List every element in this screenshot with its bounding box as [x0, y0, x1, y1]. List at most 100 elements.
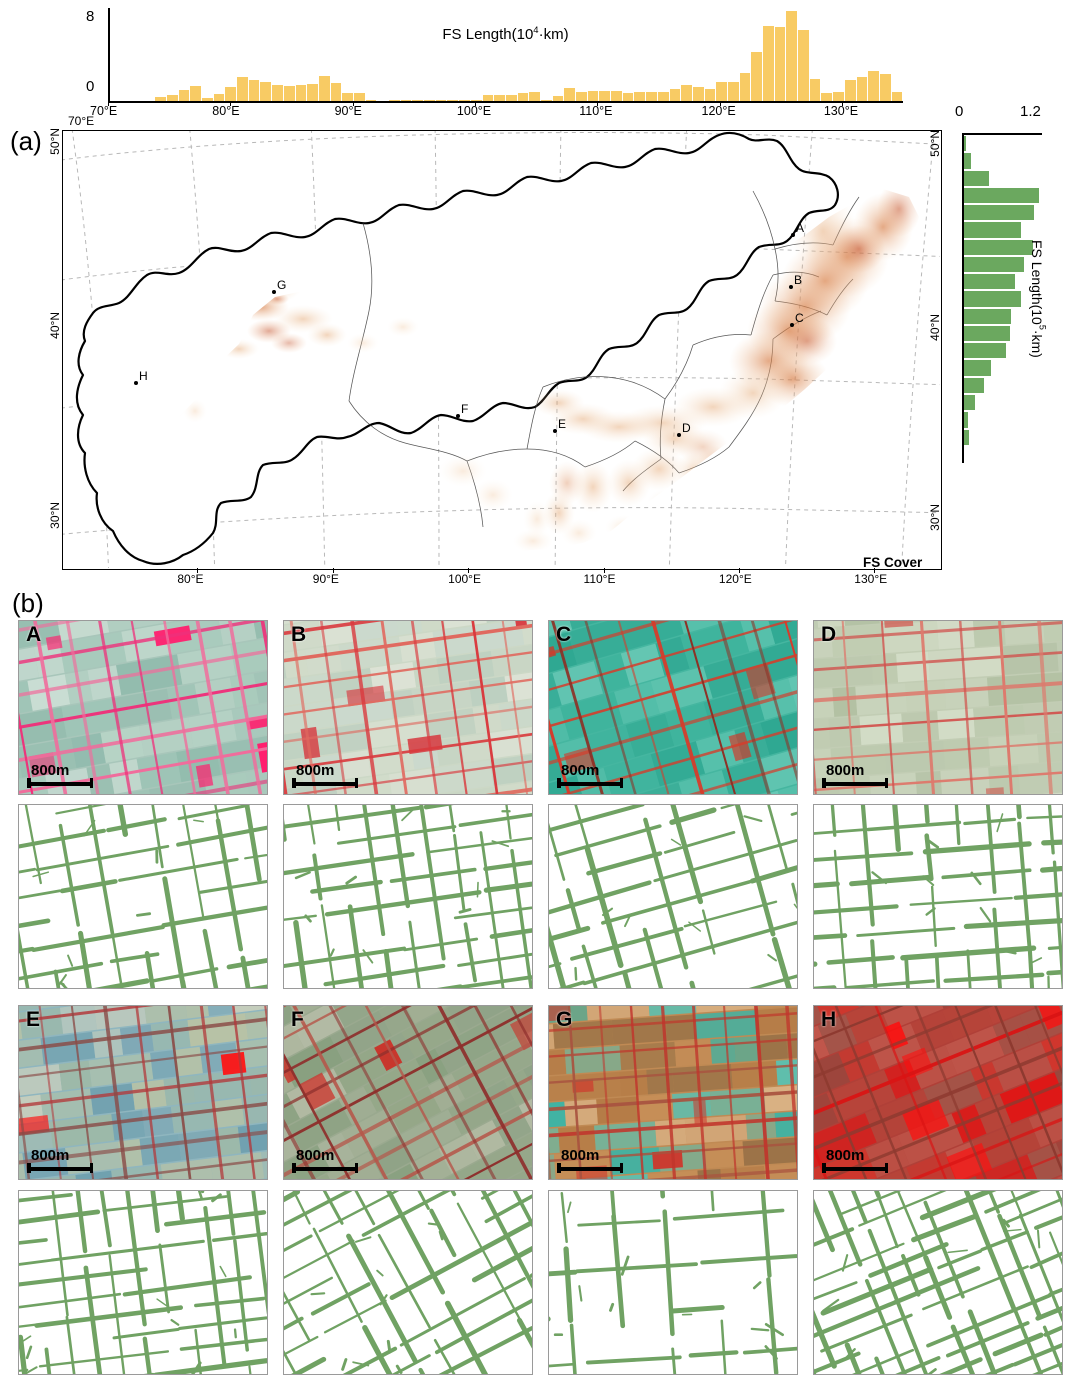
right-hist-bar [964, 343, 1006, 359]
site-image-tile-D: D 800m [813, 620, 1063, 795]
map-lon-tick-130°E: 130°E [854, 572, 888, 586]
top-hist-bar [786, 10, 798, 101]
top-hist-bar [202, 97, 213, 101]
map-lon-tick-100°E: 100°E [448, 572, 481, 586]
panel-b: A 800m B 800m C 800m D 800m E 800m F 800m G 800m H 800m [0, 612, 1072, 1375]
extracted-tile-C [548, 804, 798, 989]
site-image-tile-C: C 800m [548, 620, 798, 795]
china-outline [75, 131, 839, 565]
top-hist-bar [517, 93, 529, 101]
tile-scalebar-rule [27, 1163, 93, 1173]
top-hist-bar [833, 92, 844, 101]
top-hist-tick-100°E: 100°E [456, 104, 492, 118]
map-lon-tick-120°E: 120°E [718, 572, 752, 586]
right-hist-y-axis [962, 133, 964, 463]
site-image-tile-G: G 800m [548, 1005, 798, 1180]
tile-satellite-image [284, 1006, 532, 1179]
top-hist-tick-120°E: 120°E [701, 104, 736, 118]
top-hist-tick-110°E: 110°E [579, 104, 613, 118]
site-image-tile-A: A 800m [18, 620, 268, 795]
top-hist-bar [821, 92, 833, 101]
map-lon-tick-mark [738, 568, 740, 573]
map-site-label: C [795, 311, 804, 325]
tile-scalebar-label: 800m [31, 1147, 70, 1164]
top-hist-bar [657, 91, 669, 101]
top-hist-bar [763, 25, 774, 101]
top-hist-bar [751, 51, 762, 101]
panel-b-label: (b) [12, 588, 44, 618]
site-tile-letter-B: B [291, 623, 307, 646]
map-site-dot [791, 233, 795, 237]
right-hist-bar [964, 412, 968, 428]
map-site-dot [677, 433, 681, 437]
top-hist-bar [774, 27, 786, 101]
top-hist-bar [622, 92, 634, 101]
top-hist-bar [260, 81, 272, 101]
tile-extracted-shelterbelt [284, 805, 532, 988]
site-tile-letter-E: E [26, 1008, 41, 1031]
tile-satellite-image [549, 1006, 797, 1179]
map-site-dot [790, 323, 794, 327]
map-lat-label-right-50N: 50°N [928, 130, 942, 157]
top-hist-y-axis [108, 8, 110, 103]
panel-a-label: (a) [10, 126, 42, 156]
tile-extracted-shelterbelt [19, 805, 267, 988]
right-hist-bar [964, 429, 969, 445]
top-hist-tick-mark [841, 101, 843, 106]
tile-scalebar-label: 800m [826, 762, 865, 779]
tile-scalebar-label: 800m [826, 1147, 865, 1164]
top-hist-bar [576, 91, 587, 101]
top-hist-bar [646, 92, 657, 101]
extracted-tile-A [18, 804, 268, 989]
top-hist-bar [190, 86, 201, 101]
site-tile-letter-C: C [556, 623, 572, 646]
site-tile-letter-F: F [291, 1008, 304, 1031]
top-hist-bar [283, 86, 295, 101]
map-site-dot [789, 285, 793, 289]
top-hist-bar [248, 79, 260, 101]
top-hist-tick-90°E: 90°E [334, 104, 362, 118]
tile-scalebar: 800m [292, 763, 358, 788]
tile-scalebar-rule [557, 778, 623, 788]
right-hist-bar [964, 291, 1021, 307]
tile-satellite-image [814, 621, 1062, 794]
tile-scalebar: 800m [557, 763, 623, 788]
tile-scalebar-rule [27, 778, 93, 788]
top-hist-bar [809, 78, 821, 101]
top-hist-bars [108, 8, 903, 101]
map-site-label: H [139, 369, 148, 383]
top-hist-bar [704, 88, 716, 101]
top-hist-bar [295, 85, 307, 101]
right-hist-bar [964, 308, 1011, 324]
top-hist-bar [669, 88, 681, 101]
tile-satellite-image [284, 621, 532, 794]
top-hist-tick-80°E: 80°E [212, 104, 240, 118]
site-image-tile-E: E 800m [18, 1005, 268, 1180]
right-hist-bar [964, 360, 992, 376]
top-hist-bar [494, 95, 505, 101]
right-hist-bar [964, 256, 1024, 273]
extracted-tile-D [813, 804, 1063, 989]
map-lon-label-70E: 70°E [68, 114, 95, 128]
top-hist-bar [353, 92, 365, 101]
right-hist-bar [964, 274, 1015, 290]
map-lon-tick-mark [468, 568, 470, 573]
top-hist-bar [470, 99, 482, 101]
top-hist-bar [482, 95, 494, 101]
top-hist-bar [505, 94, 517, 101]
top-hist-bar [447, 100, 459, 101]
tile-satellite-image [549, 621, 797, 794]
extracted-tile-G [548, 1190, 798, 1375]
tile-satellite-image [19, 621, 267, 794]
tile-scalebar-label: 800m [31, 762, 70, 779]
right-hist-bar [964, 377, 984, 393]
right-hist-title: FS Length(105·km) [1029, 240, 1048, 358]
site-tile-letter-D: D [821, 623, 837, 646]
top-hist-bar [716, 82, 727, 101]
top-hist-bar [412, 99, 424, 101]
panel-a: (a) 8 0 FS Length(104·km) 70°E 80°E 90°E 10… [0, 0, 1072, 600]
top-hist-bar [213, 93, 225, 101]
top-hist-bar [389, 100, 400, 101]
right-hist-bar [964, 187, 1039, 204]
map-site-dot [134, 381, 138, 385]
